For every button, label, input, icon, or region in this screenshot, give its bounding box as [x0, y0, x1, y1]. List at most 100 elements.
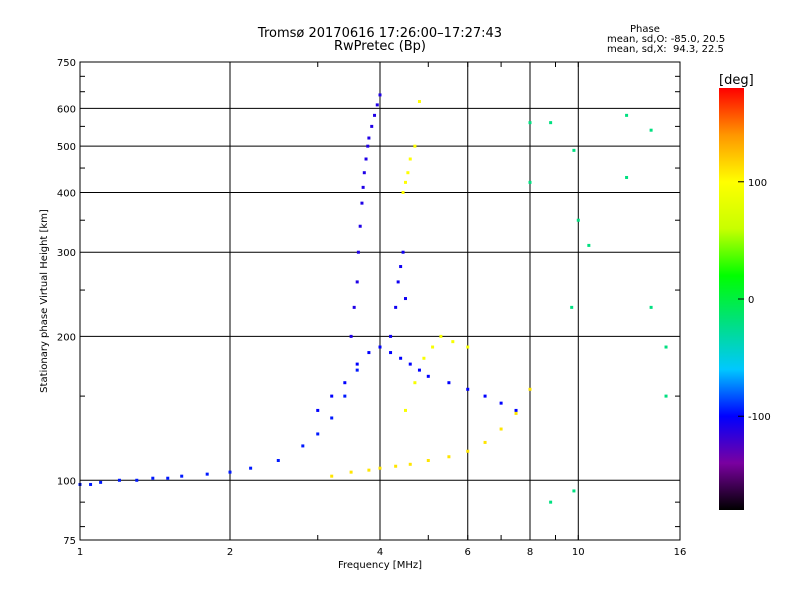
data-point	[399, 356, 403, 360]
data-point	[499, 427, 503, 431]
data-point	[408, 362, 412, 366]
data-point	[349, 334, 353, 338]
data-point	[572, 489, 576, 493]
data-point	[451, 340, 455, 344]
data-point	[358, 224, 362, 228]
data-point	[330, 416, 334, 420]
data-point	[466, 345, 470, 349]
y-tick-label: 100	[57, 476, 76, 487]
data-point	[316, 432, 320, 436]
data-point	[399, 265, 403, 269]
data-point	[362, 171, 366, 175]
y-axis-label: Stationary phase Virtual Height [km]	[39, 209, 50, 393]
data-point	[499, 401, 503, 405]
data-point	[276, 458, 280, 462]
data-point	[417, 368, 421, 372]
data-point	[664, 345, 668, 349]
data-point	[349, 470, 353, 474]
x-tick-label: 6	[465, 547, 471, 558]
data-point	[330, 474, 334, 478]
data-point	[413, 381, 417, 385]
chart-subtitle: RwPretec (Bp)	[333, 39, 427, 54]
data-point	[249, 466, 253, 470]
x-axis-label: Frequency [MHz]	[338, 560, 422, 571]
data-point	[343, 394, 347, 398]
data-point	[649, 128, 653, 132]
data-point	[378, 93, 382, 97]
data-point	[99, 480, 103, 484]
data-point	[514, 408, 518, 412]
axes: 1 2 4 6 8 10 16 75 100 200 300 400 500 600 750	[57, 58, 686, 558]
data-point	[403, 297, 407, 301]
colorbar-ticks: 100 0 -100	[738, 178, 771, 423]
data-point	[389, 334, 393, 338]
data-point	[447, 455, 451, 459]
data-point	[447, 381, 451, 385]
data-point	[389, 351, 393, 355]
data-point	[572, 148, 576, 152]
data-point	[549, 500, 553, 504]
data-point	[361, 185, 365, 189]
data-point	[352, 305, 356, 309]
colorbar-tick-label: 0	[748, 295, 754, 306]
data-point	[355, 368, 359, 372]
data-point	[514, 411, 518, 415]
phase-x-stats: mean, sd,X: 94.3, 22.5	[607, 44, 724, 55]
data-point	[403, 408, 407, 412]
data-point	[394, 464, 398, 468]
data-point	[135, 478, 139, 482]
data-point	[378, 345, 382, 349]
data-point	[356, 250, 360, 254]
data-point	[664, 394, 668, 398]
data-point	[625, 113, 629, 117]
data-point	[426, 374, 430, 378]
data-point	[316, 408, 320, 412]
data-point	[483, 394, 487, 398]
data-point	[649, 305, 653, 309]
data-point	[625, 175, 629, 179]
data-point	[301, 444, 305, 448]
data-point	[549, 121, 553, 125]
colorbar-label: [deg]	[719, 73, 754, 88]
data-point	[180, 474, 184, 478]
data-point	[587, 243, 591, 247]
data-point	[166, 476, 170, 480]
data-point	[403, 180, 407, 184]
data-point	[364, 157, 368, 161]
data-point	[413, 144, 417, 148]
data-point	[417, 100, 421, 104]
grid	[80, 62, 680, 540]
data-point	[439, 334, 443, 338]
data-point	[367, 468, 371, 472]
data-point	[89, 482, 93, 486]
data-point	[360, 201, 364, 205]
data-points	[78, 93, 668, 504]
data-point	[355, 280, 359, 284]
data-point	[401, 190, 405, 194]
data-point	[408, 157, 412, 161]
data-point	[117, 478, 121, 482]
data-point	[330, 394, 334, 398]
data-point	[406, 171, 410, 175]
x-tick-label: 1	[77, 547, 83, 558]
data-point	[466, 449, 470, 453]
data-point	[367, 136, 371, 140]
data-point	[373, 113, 377, 117]
x-tick-label: 2	[227, 547, 233, 558]
data-point	[370, 124, 374, 128]
colorbar-tick-label: -100	[748, 412, 771, 423]
y-tick-label: 400	[57, 188, 76, 199]
x-tick-label: 4	[377, 547, 383, 558]
data-point	[528, 121, 532, 125]
data-point	[570, 305, 574, 309]
data-point	[426, 458, 430, 462]
x-tick-label: 10	[572, 547, 585, 558]
y-tick-label: 750	[57, 58, 76, 69]
data-point	[528, 387, 532, 391]
data-point	[205, 472, 209, 476]
data-point	[151, 476, 155, 480]
data-point	[375, 103, 379, 107]
data-point	[355, 362, 359, 366]
data-point	[366, 144, 370, 148]
